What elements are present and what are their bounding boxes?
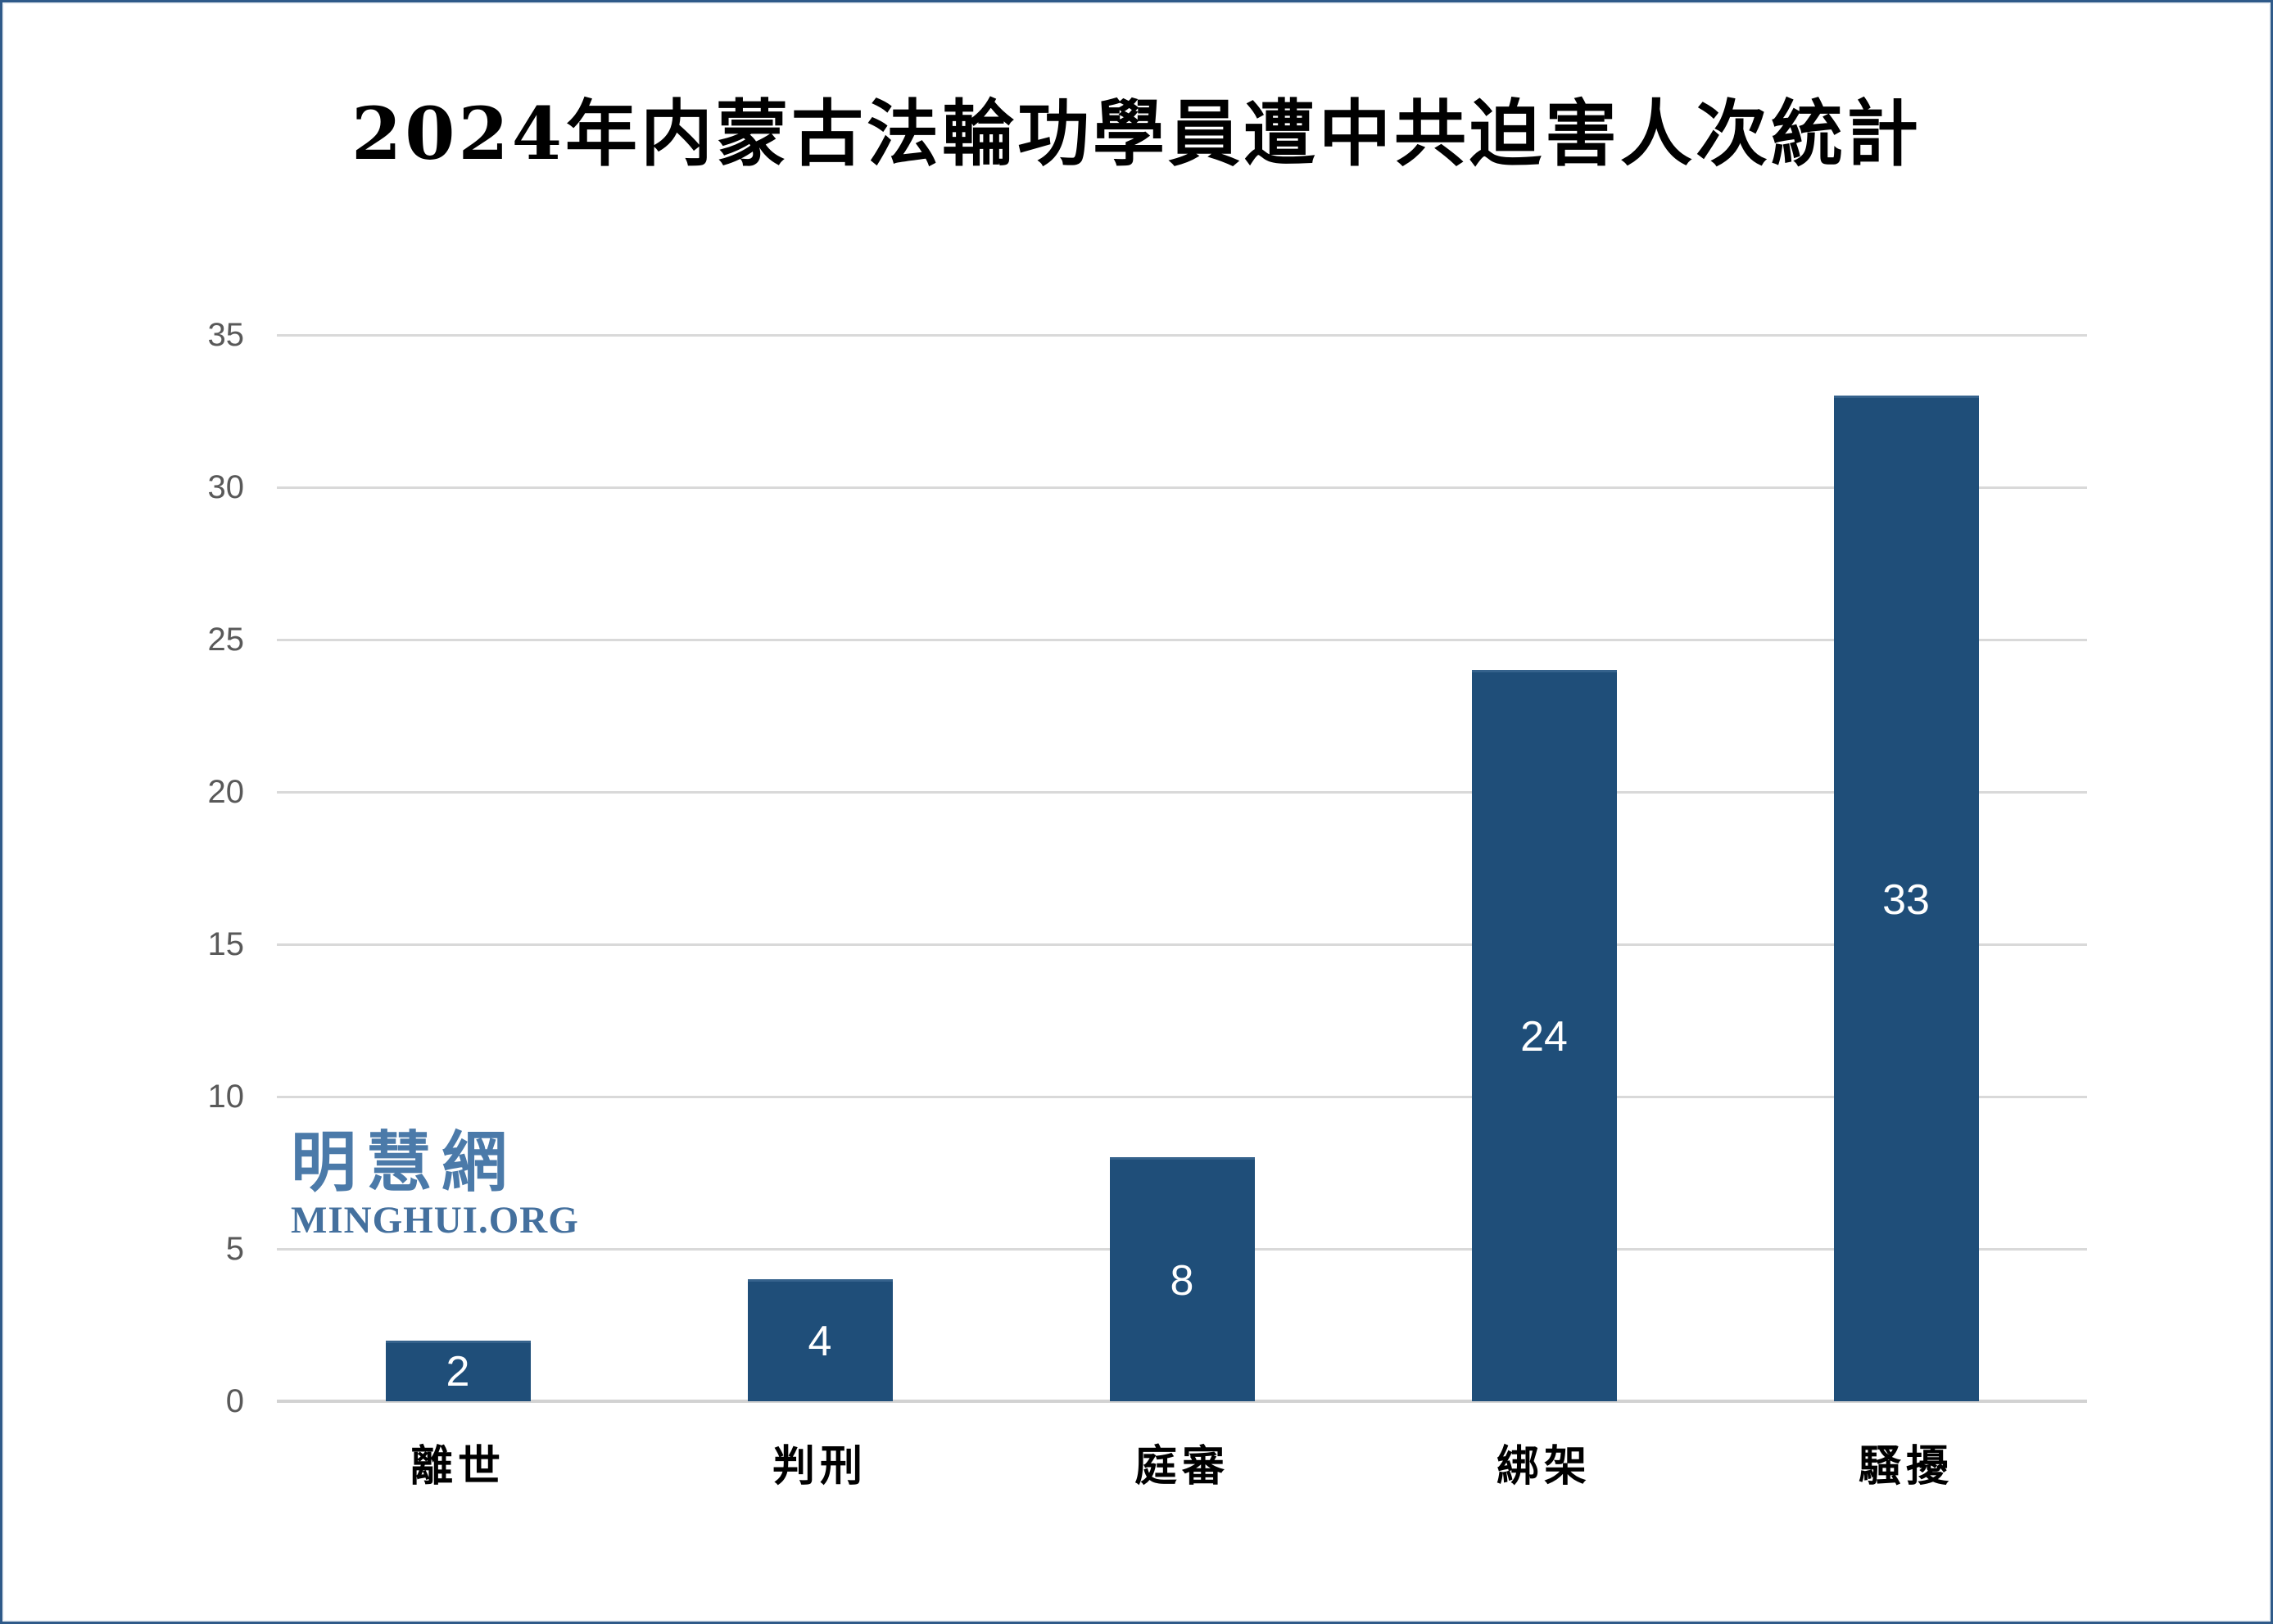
y-tick-label-35: 35 xyxy=(207,317,245,353)
y-tick-label-15: 15 xyxy=(207,926,245,962)
bar-判刑: 4 xyxy=(747,1279,893,1401)
bar-value-label: 2 xyxy=(446,1348,470,1396)
y-tick-label-25: 25 xyxy=(207,622,245,658)
chart-title: 2024年内蒙古法輪功學員遭中共迫害人次統計 xyxy=(351,91,1922,176)
x-category-label-綁架: 綁架 xyxy=(1496,1441,1592,1491)
x-category-label-庭審: 庭審 xyxy=(1134,1441,1229,1491)
y-tick-label-0: 0 xyxy=(225,1383,244,1419)
y-tick-label-30: 30 xyxy=(207,469,245,505)
y-tick-label-5: 5 xyxy=(225,1231,244,1267)
y-tick-label-10: 10 xyxy=(207,1079,245,1115)
bar-value-label: 4 xyxy=(808,1318,832,1366)
bar-value-label: 24 xyxy=(1520,1013,1568,1061)
gridline-35 xyxy=(277,333,2087,337)
gridline-30 xyxy=(277,486,2087,489)
minghui-logo-latin-text: MINGHUI.ORG xyxy=(291,1199,579,1242)
bar-庭審: 8 xyxy=(1109,1157,1255,1401)
y-tick-label-20: 20 xyxy=(207,774,245,810)
gridline-25 xyxy=(277,638,2087,641)
x-category-label-判刑: 判刑 xyxy=(772,1441,867,1491)
bar-value-label: 33 xyxy=(1882,875,1930,924)
plot-area: 0 5 10 15 20 25 30 35 2 4 8 24 33 離世 判刑 庭審 綁架 騷擾 xyxy=(208,317,2087,1491)
gridline-10 xyxy=(277,1095,2087,1098)
x-category-label-騷擾: 騷擾 xyxy=(1858,1441,1954,1491)
bar-騷擾: 33 xyxy=(1833,396,1979,1401)
bar-value-label: 8 xyxy=(1170,1256,1194,1305)
x-axis-line xyxy=(277,1400,2087,1403)
gridline-20 xyxy=(277,790,2087,794)
minghui-watermark: 明慧網 MINGHUI.ORG xyxy=(291,1129,579,1240)
x-category-label-離世: 離世 xyxy=(410,1441,505,1491)
minghui-logo-cjk-text: 明慧網 xyxy=(291,1124,517,1201)
gridline-15 xyxy=(277,943,2087,946)
bar-離世: 2 xyxy=(385,1340,531,1401)
bar-綁架: 24 xyxy=(1471,670,1617,1401)
